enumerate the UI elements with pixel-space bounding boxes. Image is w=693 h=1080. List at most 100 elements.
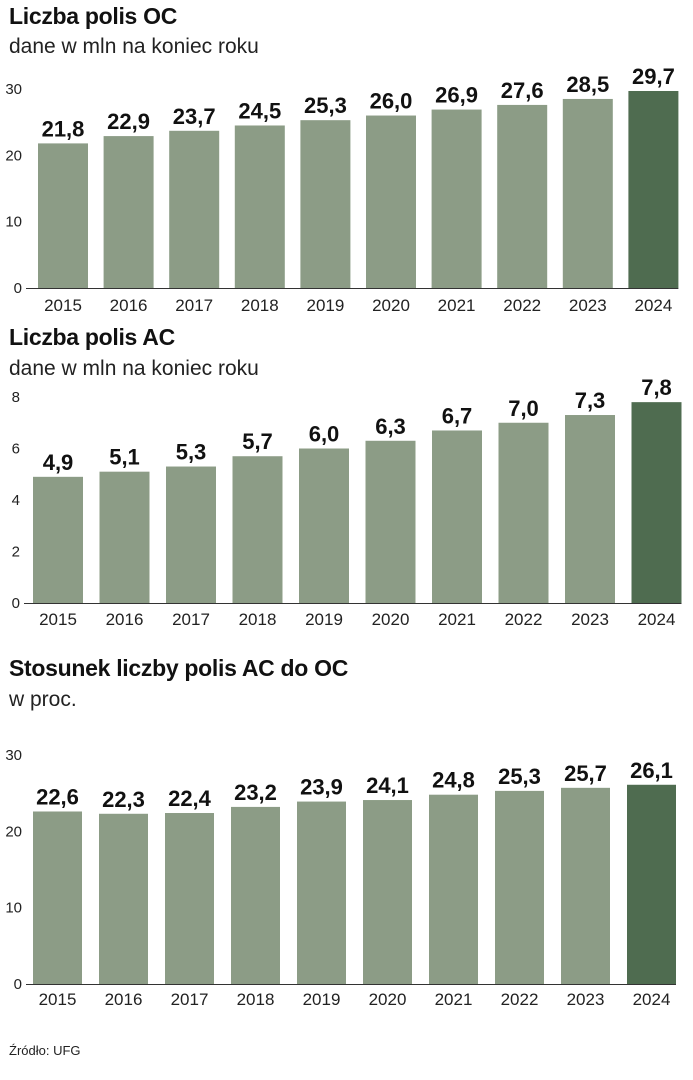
bar-2016 bbox=[99, 813, 148, 984]
data-label: 22,9 bbox=[107, 109, 150, 134]
data-label: 23,7 bbox=[173, 104, 216, 129]
data-label: 23,2 bbox=[234, 780, 277, 805]
data-label: 26,9 bbox=[435, 83, 478, 108]
bar-2020 bbox=[363, 800, 412, 984]
x-tick-label: 2016 bbox=[105, 990, 143, 1009]
data-label: 5,3 bbox=[176, 440, 207, 465]
data-label: 24,1 bbox=[366, 773, 409, 798]
x-tick-label: 2023 bbox=[571, 610, 609, 629]
bar-2018 bbox=[231, 806, 280, 984]
data-label: 7,3 bbox=[575, 388, 606, 413]
bar-2023 bbox=[561, 787, 610, 984]
bar-2018 bbox=[234, 125, 285, 288]
y-tick-label: 20 bbox=[5, 147, 22, 164]
y-tick-label: 20 bbox=[5, 823, 22, 840]
data-label: 6,3 bbox=[375, 414, 406, 439]
x-tick-label: 2023 bbox=[569, 296, 607, 315]
data-label: 7,8 bbox=[641, 375, 672, 400]
y-tick-label: 0 bbox=[14, 976, 22, 993]
x-tick-label: 2021 bbox=[438, 610, 476, 629]
x-tick-label: 2015 bbox=[39, 990, 77, 1009]
bar-2020 bbox=[366, 115, 416, 289]
chart-subtitle: dane w mln na koniec roku bbox=[9, 357, 259, 380]
x-tick-label: 2023 bbox=[567, 990, 605, 1009]
data-label: 22,6 bbox=[36, 784, 79, 809]
y-tick-label: 2 bbox=[12, 544, 20, 561]
bar-2018 bbox=[232, 456, 283, 603]
y-tick-label: 8 bbox=[12, 389, 20, 406]
x-tick-label: 2019 bbox=[303, 990, 341, 1009]
data-label: 25,3 bbox=[498, 764, 541, 789]
bar-2015 bbox=[33, 811, 82, 984]
bar-2022 bbox=[497, 104, 548, 288]
data-label: 23,9 bbox=[300, 775, 343, 800]
x-tick-label: 2019 bbox=[305, 610, 343, 629]
chart-title: Stosunek liczby polis AC do OC bbox=[9, 655, 349, 681]
data-label: 24,5 bbox=[238, 98, 281, 123]
y-tick-label: 0 bbox=[12, 595, 20, 612]
x-tick-label: 2017 bbox=[175, 296, 213, 315]
source-note: Źródło: UFG bbox=[9, 1043, 81, 1058]
x-tick-label: 2016 bbox=[106, 610, 144, 629]
x-tick-label: 2018 bbox=[239, 610, 277, 629]
data-label: 22,3 bbox=[102, 787, 145, 812]
bar-2017 bbox=[166, 466, 216, 603]
data-label: 25,3 bbox=[304, 93, 347, 118]
y-tick-label: 30 bbox=[5, 747, 22, 764]
bar-2022 bbox=[495, 790, 544, 984]
chart-ratio: 0 10 20 30 22,6 2015 22,3 2016 22,4 2017 23,2 2018 2… bbox=[5, 747, 676, 1009]
bar-2015 bbox=[33, 476, 83, 603]
data-label: 28,5 bbox=[566, 72, 609, 97]
y-tick-label: 30 bbox=[5, 81, 22, 98]
x-tick-label: 2015 bbox=[39, 610, 77, 629]
bar-2016 bbox=[103, 136, 154, 288]
y-tick-label: 4 bbox=[12, 492, 20, 509]
x-tick-label: 2022 bbox=[501, 990, 539, 1009]
data-label: 6,7 bbox=[442, 403, 473, 428]
x-tick-label: 2022 bbox=[505, 610, 543, 629]
y-tick-label: 10 bbox=[5, 214, 22, 231]
x-tick-label: 2020 bbox=[369, 990, 407, 1009]
chart-title: Liczba polis AC bbox=[9, 324, 175, 350]
bar-2015 bbox=[38, 143, 88, 288]
data-label: 22,4 bbox=[168, 786, 212, 811]
x-tick-label: 2019 bbox=[306, 296, 344, 315]
x-tick-label: 2021 bbox=[438, 296, 476, 315]
chart-subtitle: w proc. bbox=[9, 688, 77, 711]
bar-2024 bbox=[631, 402, 682, 603]
data-label: 24,8 bbox=[432, 768, 475, 793]
chart-ac: 0 2 4 6 8 4,9 2015 5,1 2016 5,3 2017 5,7 2018 6,0 2019… bbox=[12, 375, 682, 629]
data-label: 5,1 bbox=[109, 445, 140, 470]
bar-2021 bbox=[431, 109, 482, 289]
data-label: 25,7 bbox=[564, 761, 607, 786]
bar-2016 bbox=[99, 471, 150, 603]
x-tick-label: 2017 bbox=[172, 610, 210, 629]
bar-2017 bbox=[169, 130, 220, 288]
x-tick-label: 2018 bbox=[237, 990, 275, 1009]
x-tick-label: 2020 bbox=[372, 296, 410, 315]
chart-oc: 0 10 20 30 21,8 2015 22,9 2016 23,7 2017 24,5 2018 2… bbox=[5, 64, 679, 315]
data-label: 7,0 bbox=[508, 396, 539, 421]
data-label: 21,8 bbox=[42, 116, 85, 141]
bar-2024 bbox=[628, 90, 679, 289]
bar-2022 bbox=[498, 422, 549, 603]
bar-2020 bbox=[365, 440, 416, 603]
chart-title: Liczba polis OC bbox=[9, 3, 178, 29]
x-tick-label: 2024 bbox=[633, 990, 671, 1009]
bar-2019 bbox=[299, 448, 349, 603]
x-tick-label: 2024 bbox=[638, 610, 676, 629]
data-label: 6,0 bbox=[309, 422, 340, 447]
x-tick-label: 2017 bbox=[171, 990, 209, 1009]
data-label: 26,1 bbox=[630, 758, 673, 783]
x-tick-label: 2018 bbox=[241, 296, 279, 315]
data-label: 27,6 bbox=[501, 78, 544, 103]
x-tick-label: 2021 bbox=[435, 990, 473, 1009]
x-tick-label: 2016 bbox=[110, 296, 148, 315]
chart-subtitle: dane w mln na koniec roku bbox=[9, 35, 259, 58]
x-tick-label: 2020 bbox=[372, 610, 410, 629]
bar-2024 bbox=[627, 784, 676, 984]
data-label: 29,7 bbox=[632, 64, 675, 89]
bar-2023 bbox=[565, 415, 615, 603]
data-label: 5,7 bbox=[242, 429, 273, 454]
y-tick-label: 0 bbox=[14, 280, 22, 297]
